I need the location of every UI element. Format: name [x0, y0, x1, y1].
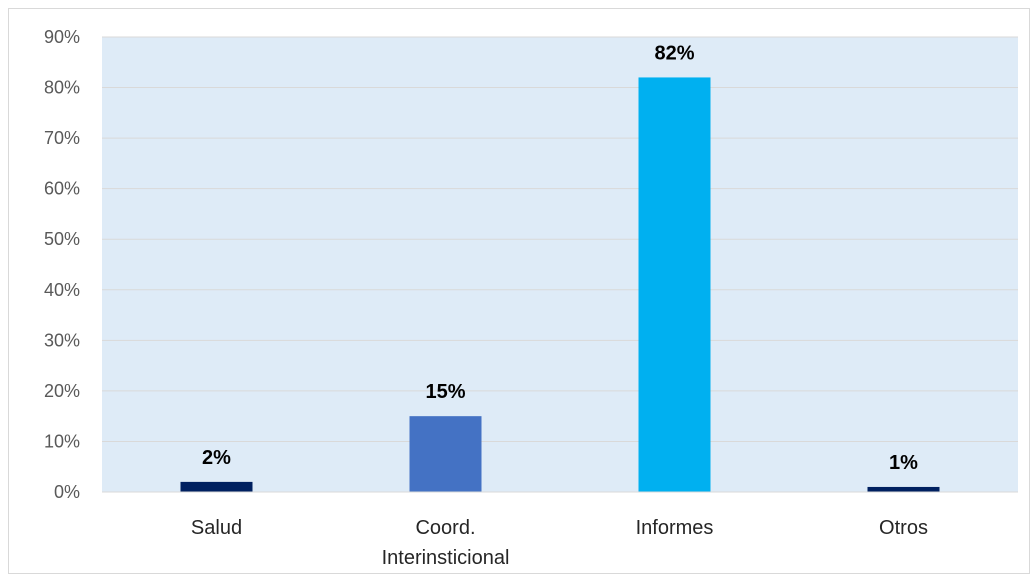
y-tick-label: 40% — [44, 280, 80, 300]
y-tick-label: 50% — [44, 229, 80, 249]
data-label: 1% — [889, 452, 918, 474]
x-tick-label: Informes — [636, 517, 714, 539]
x-tick-label: Interinsticional — [382, 547, 510, 569]
x-tick-label: Otros — [879, 517, 928, 539]
bar — [867, 486, 940, 492]
bar — [409, 416, 482, 492]
y-tick-label: 20% — [44, 381, 80, 401]
y-tick-label: 90% — [44, 27, 80, 47]
data-label: 82% — [654, 42, 694, 64]
y-tick-label: 0% — [54, 482, 80, 502]
x-tick-label: Coord. — [415, 517, 475, 539]
data-label: 15% — [425, 381, 465, 403]
y-tick-label: 10% — [44, 431, 80, 451]
x-tick-label: Salud — [191, 517, 242, 539]
y-tick-label: 80% — [44, 78, 80, 98]
bar — [180, 481, 253, 492]
y-tick-label: 60% — [44, 179, 80, 199]
plot-area — [102, 37, 1018, 492]
y-tick-label: 70% — [44, 128, 80, 148]
bar — [638, 77, 711, 492]
data-label: 2% — [202, 447, 231, 469]
y-tick-label: 30% — [44, 330, 80, 350]
